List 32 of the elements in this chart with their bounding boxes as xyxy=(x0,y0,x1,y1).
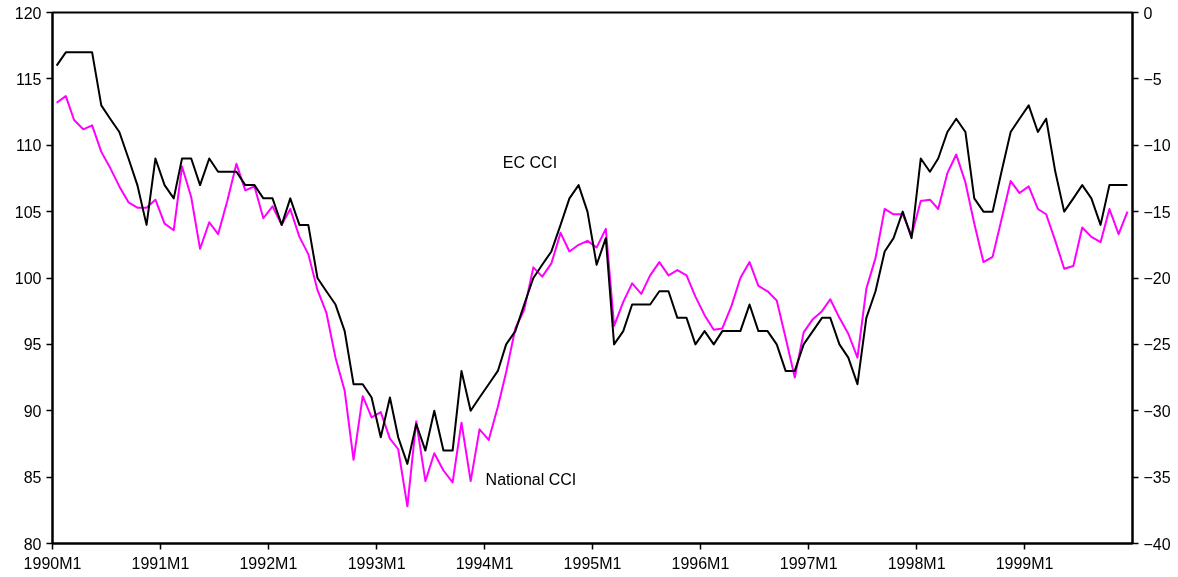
y2-tick-label: −25 xyxy=(1143,336,1171,354)
y-tick-label: 115 xyxy=(15,70,42,88)
x-tick-label: 1990M1 xyxy=(23,554,82,572)
annotation: EC CCI xyxy=(502,154,558,172)
y-tick-label: 85 xyxy=(23,469,42,487)
x-tick-label: 1993M1 xyxy=(347,554,406,572)
x-tick-label: 1991M1 xyxy=(131,554,190,572)
line-series xyxy=(55,95,1129,508)
x-tick-label: 1992M1 xyxy=(239,554,298,572)
y-tick-label: 105 xyxy=(14,203,42,221)
x-tick-label: 1998M1 xyxy=(887,554,946,572)
y2-tick-label: −30 xyxy=(1143,402,1171,420)
y2-tick-label: 0 xyxy=(1143,4,1153,22)
y-tick-label: 100 xyxy=(14,270,42,287)
x-tick-label: 1999M1 xyxy=(995,554,1054,572)
y-tick-label: 120 xyxy=(14,4,42,22)
y-tick-label: 80 xyxy=(23,535,42,553)
y-tick-label: 95 xyxy=(23,336,42,354)
annotation: National CCI xyxy=(485,471,577,489)
x-tick-label: 1995M1 xyxy=(563,554,622,572)
y2-tick-label: −40 xyxy=(1143,535,1171,553)
y2-tick-label: −5 xyxy=(1143,70,1162,88)
x-tick-label: 1996M1 xyxy=(671,554,730,572)
line-series xyxy=(55,51,1129,465)
x-tick-label: 1994M1 xyxy=(455,554,514,572)
y2-tick-label: −35 xyxy=(1143,469,1171,487)
y2-tick-label: −15 xyxy=(1143,203,1171,221)
y-tick-label: 110 xyxy=(15,137,42,155)
y2-tick-label: −20 xyxy=(1143,270,1171,287)
y-tick-label: 90 xyxy=(23,402,42,420)
x-tick-label: 1997M1 xyxy=(779,554,838,572)
y2-tick-label: −10 xyxy=(1143,137,1171,155)
